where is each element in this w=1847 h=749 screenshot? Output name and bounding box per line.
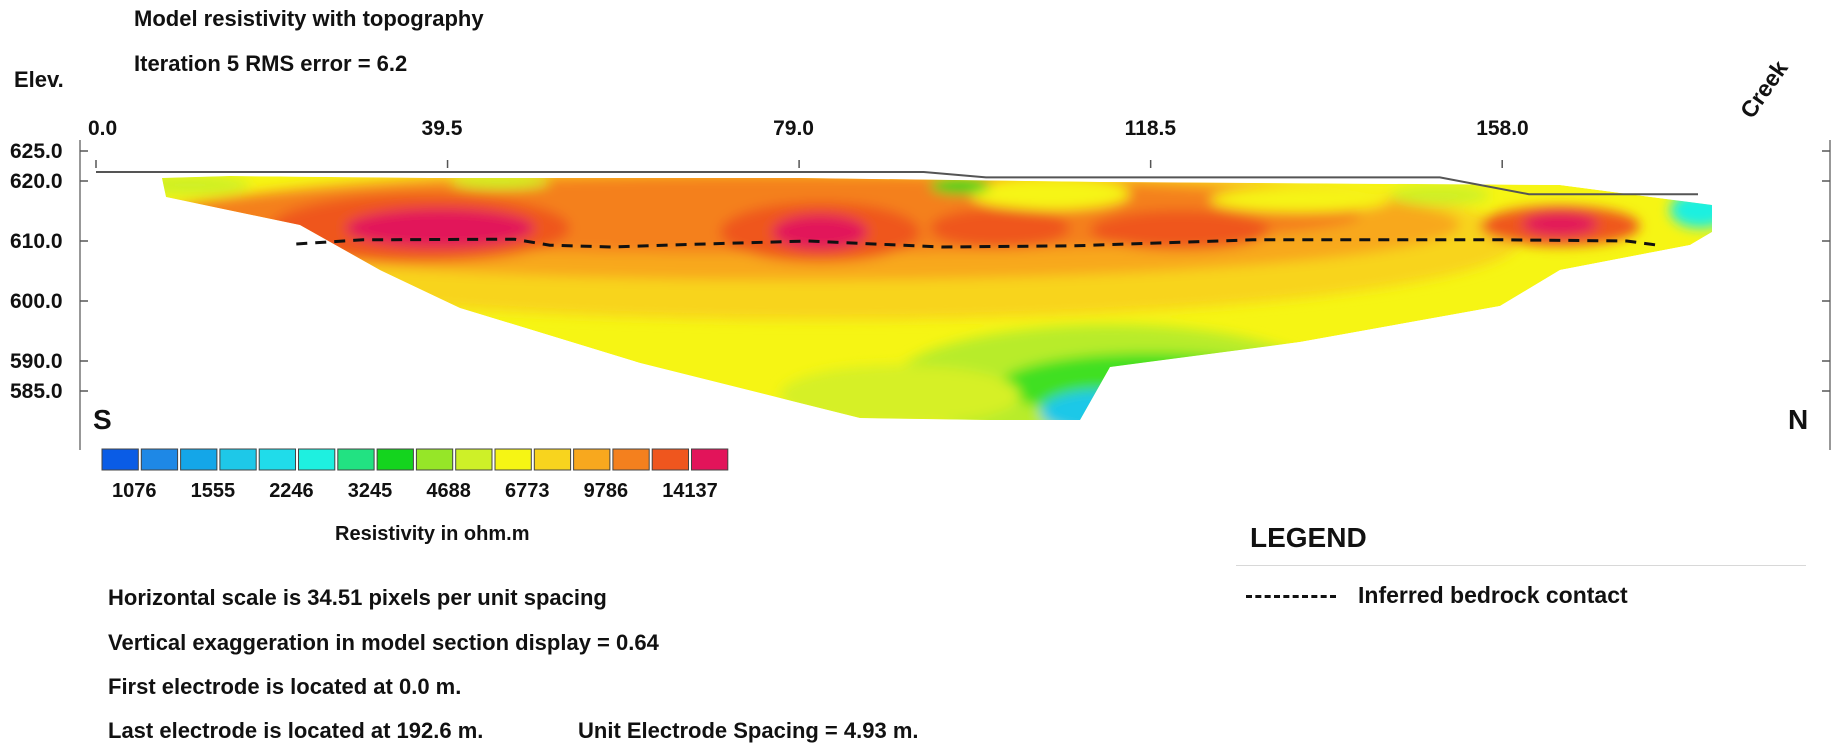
legend-divider — [1236, 565, 1806, 566]
colorbar-label: 4688 — [426, 480, 471, 502]
colorbar-swatch — [573, 448, 611, 471]
colorbar-label: 1076 — [112, 480, 157, 502]
colorbar-swatch — [101, 448, 139, 471]
note-horizontal-scale: Horizontal scale is 34.51 pixels per uni… — [108, 585, 607, 610]
x-tick-label: 0.0 — [88, 117, 117, 140]
legend-entry-bedrock: Inferred bedrock contact — [1358, 582, 1628, 608]
axes: 625.0 620.0 610.0 600.0 590.0 585.0 0.0 39.5 79.… — [10, 117, 1831, 450]
creek-annotation: Creek — [1735, 55, 1793, 122]
note-last-electrode: Last electrode is located at 192.6 m. — [108, 718, 484, 743]
resistivity-colorbar: 1076 1555 2246 3245 4688 6773 9786 14137 — [101, 448, 729, 502]
colorbar-swatch — [612, 448, 650, 471]
y-tick-label: 590.0 — [10, 350, 63, 373]
colorbar-label: 3245 — [348, 480, 393, 502]
colorbar-swatch — [494, 448, 532, 471]
y-tick-label: 610.0 — [10, 230, 63, 253]
x-tick-label: 118.5 — [1125, 117, 1177, 140]
topography-line — [96, 171, 1698, 196]
chart-title: Model resistivity with topography — [134, 6, 484, 31]
resistivity-section-chart: 625.0 620.0 610.0 600.0 590.0 585.0 0.0 39.5 79.… — [10, 55, 1831, 450]
colorbar-label: 6773 — [505, 480, 550, 502]
colorbar-label: 14137 — [662, 480, 718, 502]
legend-dash-sample — [1246, 595, 1336, 598]
colorbar-swatch — [298, 448, 336, 471]
colorbar-label: 9786 — [584, 480, 629, 502]
colorbar-swatch — [140, 448, 179, 471]
colorbar-swatch — [376, 448, 414, 471]
x-tick-label: 158.0 — [1476, 117, 1529, 140]
resistivity-model-section — [162, 176, 1712, 420]
colorbar-swatch — [180, 448, 218, 471]
colorbar-swatch — [258, 448, 296, 471]
x-tick-label: 79.0 — [773, 117, 814, 140]
y-tick-label: 620.0 — [10, 170, 63, 193]
note-first-electrode: First electrode is located at 0.0 m. — [108, 674, 462, 699]
colorbar-swatch — [219, 448, 257, 471]
note-electrode-spacing: Unit Electrode Spacing = 4.93 m. — [578, 718, 919, 743]
colorbar-swatch — [533, 448, 572, 471]
y-axis-label: Elev. — [14, 67, 64, 92]
direction-north-label: N — [1788, 404, 1809, 435]
direction-south-label: S — [93, 404, 112, 435]
x-tick-label: 39.5 — [422, 117, 463, 140]
colorbar-swatch — [337, 448, 375, 471]
y-tick-label: 600.0 — [10, 290, 63, 313]
colorbar-swatch — [651, 448, 690, 471]
colorbar-swatch — [415, 448, 454, 471]
colorbar-title: Resistivity in ohm.m — [335, 523, 530, 545]
colorbar-label: 2246 — [269, 480, 314, 502]
legend-title: LEGEND — [1250, 522, 1367, 553]
colorbar-label: 1555 — [191, 480, 236, 502]
note-vertical-exaggeration: Vertical exaggeration in model section d… — [108, 630, 659, 655]
chart-subtitle: Iteration 5 RMS error = 6.2 — [134, 51, 408, 76]
inferred-bedrock-contact-line — [296, 237, 1663, 249]
y-tick-label: 625.0 — [10, 140, 63, 163]
y-tick-label: 585.0 — [10, 380, 63, 403]
colorbar-swatch — [691, 448, 729, 471]
colorbar-swatch — [455, 448, 493, 471]
